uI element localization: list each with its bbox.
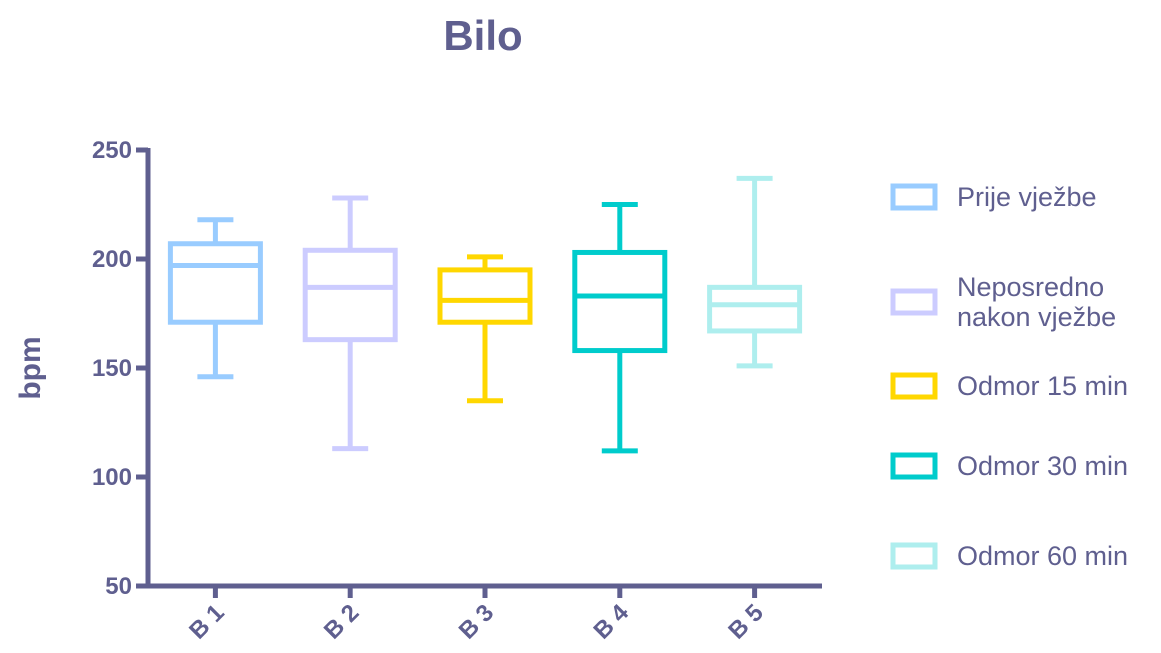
iqr-box [572,249,668,354]
y-tick-label: 200 [92,246,132,273]
legend-label: Odmor 15 min [957,371,1128,401]
legend-label: Odmor 60 min [957,541,1128,571]
box-5 [707,175,803,369]
box-2 [302,195,398,452]
chart-title: Bilo [443,12,522,59]
x-tick-label: B 3 [454,599,500,645]
legend-item-2: Neposredno nakon vježbe [890,272,1116,332]
y-axis-label: bpm [14,336,47,399]
box-4 [572,202,668,454]
plot-area: 50 100 150 200 250 B 1 B 2 B 3 B 4 B 5 [92,137,822,645]
legend: Prije vježbe Neposredno nakon vježbe Odmor … [890,182,1128,571]
x-tick-label: B 5 [723,599,769,645]
iqr-box [167,241,263,325]
legend-swatch [890,288,938,316]
box-1 [167,217,263,380]
legend-label: Prije vježbe [957,182,1097,212]
x-tick-label: B 2 [319,599,365,645]
legend-swatch [890,452,938,480]
iqr-box [437,267,533,325]
legend-swatch [890,372,938,400]
legend-swatch [890,183,938,211]
iqr-box [707,284,803,334]
box-3 [437,254,533,404]
x-tick-label: B 4 [589,599,635,645]
x-tick-label: B 1 [184,599,230,645]
y-tick-label: 50 [105,573,132,600]
y-tick-label: 150 [92,355,132,382]
y-tick-label: 250 [92,137,132,164]
iqr-box [302,247,398,343]
legend-swatch [890,542,938,570]
y-tick-label: 100 [92,464,132,491]
legend-label: Neposredno nakon vježbe [957,272,1116,332]
legend-item-4: Odmor 30 min [890,451,1128,481]
legend-item-1: Prije vježbe [890,182,1097,212]
legend-label: Odmor 30 min [957,451,1128,481]
legend-item-3: Odmor 15 min [890,371,1128,401]
legend-item-5: Odmor 60 min [890,541,1128,571]
